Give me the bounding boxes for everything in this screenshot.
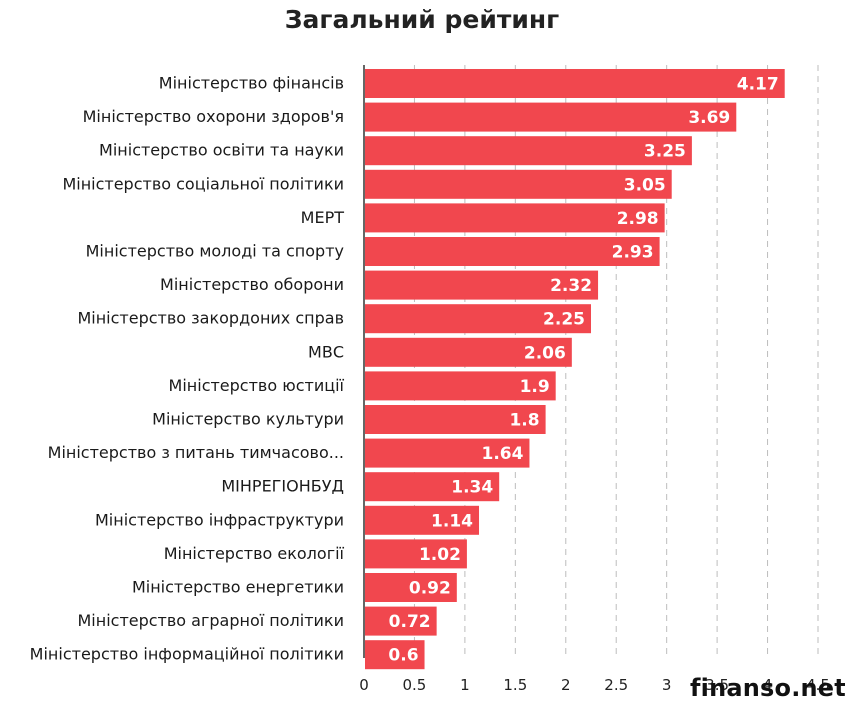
watermark-logo: finanso.net (690, 674, 845, 702)
bar (365, 573, 457, 602)
x-tick-label: 1.5 (503, 676, 527, 694)
value-label: 1.9 (520, 377, 550, 397)
category-label: Міністерство інформаційної політики (30, 645, 344, 664)
category-label: Міністерство екології (164, 544, 345, 563)
x-tick-label: 4 (763, 676, 773, 694)
category-label: МЕРТ (301, 208, 345, 227)
bar (365, 438, 530, 468)
x-tick-label: 4.5 (806, 676, 830, 694)
x-tick-label: 3.5 (705, 676, 729, 694)
value-label: 1.34 (451, 478, 493, 498)
value-label: 0.72 (389, 612, 431, 632)
bar (365, 169, 672, 199)
bar (365, 539, 467, 569)
bar (365, 640, 425, 670)
bar (365, 270, 599, 300)
category-labels: Міністерство фінансів Міністерство охорон… (30, 74, 345, 664)
category-label: Міністерство культури (152, 410, 344, 429)
bar (365, 203, 665, 233)
bar (365, 304, 591, 334)
value-label: 3.05 (624, 175, 666, 195)
bar (365, 102, 737, 132)
bar (365, 472, 500, 502)
value-label: 0.6 (388, 646, 418, 666)
bar (365, 371, 556, 401)
category-label: Міністерство охорони здоров'я (83, 107, 344, 126)
x-tick-label: 0 (359, 676, 369, 694)
value-label: 1.02 (419, 545, 461, 565)
category-label: Міністерство соціальної політики (62, 174, 344, 193)
value-label: 1.8 (509, 411, 539, 431)
value-label: 1.14 (431, 511, 473, 531)
value-label: 2.06 (524, 343, 566, 363)
value-label: 2.98 (617, 209, 659, 229)
category-label: Міністерство молоді та спорту (86, 242, 344, 261)
category-label: Міністерство оборони (160, 275, 344, 294)
bar (365, 337, 572, 367)
value-label: 3.69 (688, 108, 730, 128)
x-tick-label: 2 (561, 676, 571, 694)
category-label: Міністерство з питань тимчасово... (48, 443, 344, 462)
bar (365, 606, 437, 636)
value-label: 2.32 (550, 276, 592, 296)
value-label: 1.64 (482, 444, 524, 464)
bar (365, 136, 692, 166)
x-tick-label: 1 (460, 676, 470, 694)
x-tick-label: 3 (662, 676, 672, 694)
category-label: Міністерство фінансів (159, 74, 344, 93)
value-label: 2.25 (543, 310, 585, 330)
category-label: Міністерство освіти та науки (99, 141, 344, 160)
value-label: 4.17 (737, 75, 779, 95)
x-axis-tick-labels: 0 0.5 1 1.5 2 2.5 3 3.5 4 4.5 (359, 676, 830, 694)
bar (365, 69, 785, 98)
bar (365, 505, 480, 535)
value-label: 3.25 (644, 142, 686, 162)
x-tick-label: 0.5 (403, 676, 427, 694)
category-label: Міністерство юстиції (169, 376, 345, 395)
category-label: Міністерство закордоних справ (77, 309, 344, 328)
category-label: Міністерство енергетики (132, 578, 344, 597)
value-label: 0.92 (409, 579, 451, 599)
category-label: Міністерство аграрної політики (77, 611, 344, 630)
bars (365, 69, 785, 670)
bar (365, 405, 546, 434)
value-label: 2.93 (612, 243, 654, 263)
value-labels: 4.17 3.693.25 3.05 2.98 2.93 2.32 2.25 2.06 1.9 1… (388, 75, 778, 666)
chart-title: Загальний рейтинг (285, 5, 559, 34)
category-label: МІНРЕГІОНБУД (221, 477, 344, 496)
category-label: Міністерство інфраструктури (95, 510, 344, 529)
category-label: МВС (308, 342, 344, 361)
x-tick-label: 2.5 (604, 676, 628, 694)
bar (365, 237, 660, 266)
